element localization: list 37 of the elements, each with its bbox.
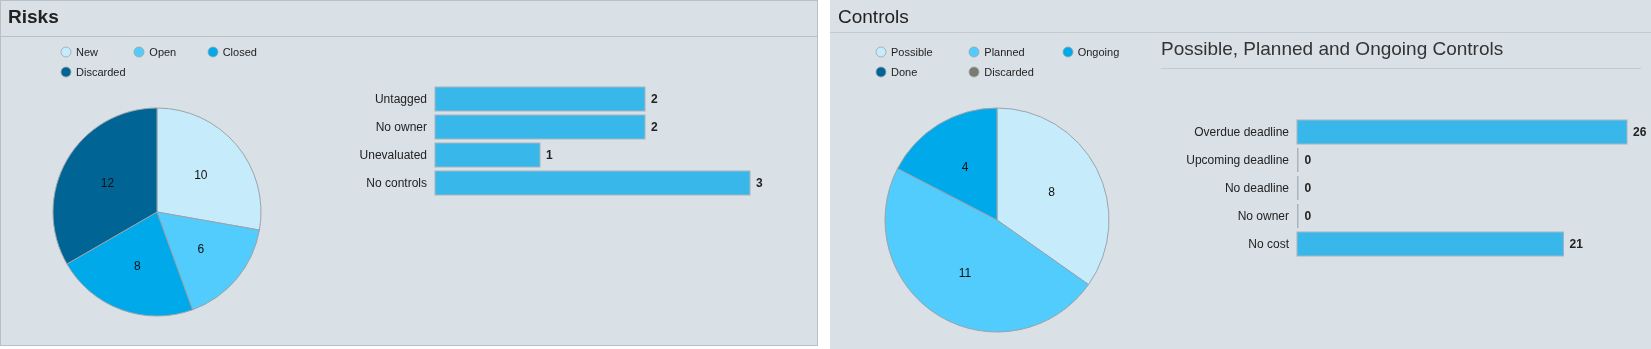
data-label: 6 [197, 241, 205, 256]
y-tick-label: No cost [1248, 237, 1290, 252]
data-label: 4 [961, 160, 969, 175]
legend-label: Open [148, 45, 178, 60]
y-tick-label: No owner [375, 120, 427, 135]
legend-label: Done [890, 65, 919, 80]
data-label: 10 [194, 168, 208, 183]
data-label: 21 [1569, 237, 1584, 251]
y-tick-label: Overdue deadline [1194, 125, 1290, 140]
legend-label: Closed [221, 45, 258, 60]
data-label: 26 [1633, 125, 1647, 139]
y-tick-label: Unevaluated [359, 148, 427, 163]
legend-label: Ongoing [1076, 45, 1121, 60]
chart-title: Possible, Planned and Ongoing Controls [1161, 38, 1641, 69]
legend-label: Planned [983, 45, 1026, 60]
y-tick-label: Upcoming deadline [1186, 153, 1290, 168]
chart-title: Risks [8, 6, 59, 28]
data-label: 2 [651, 120, 658, 134]
data-label: 8 [1048, 184, 1056, 199]
data-label: 1 [546, 148, 553, 162]
data-label: 0 [1304, 181, 1312, 195]
y-tick-label: No deadline [1224, 181, 1290, 196]
legend-label: New [75, 45, 99, 60]
legend-label: Possible [890, 45, 934, 60]
data-label: 2 [651, 92, 658, 106]
data-label: 0 [1304, 153, 1312, 167]
chart-title: Controls [838, 6, 909, 28]
y-tick-label: No owner [1237, 209, 1289, 224]
data-label: 11 [958, 265, 972, 280]
y-tick-label: Untagged [374, 92, 427, 107]
data-label: 3 [756, 176, 763, 190]
data-label: 12 [100, 176, 115, 191]
legend-label: Discarded [983, 65, 1035, 80]
data-label: 0 [1304, 209, 1312, 223]
y-tick-label: No controls [366, 176, 427, 191]
data-label: 8 [134, 258, 142, 273]
legend-label: Discarded [75, 65, 127, 80]
